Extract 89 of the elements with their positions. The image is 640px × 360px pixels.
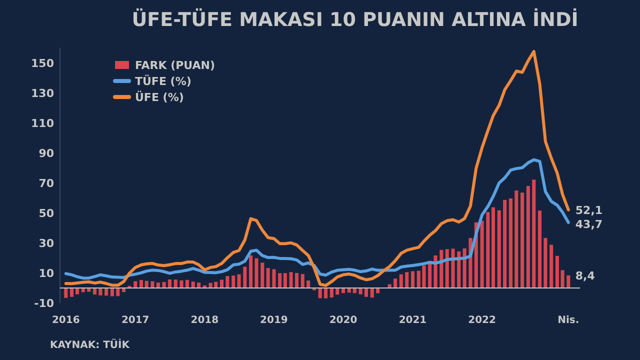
bar	[289, 272, 293, 288]
bar	[555, 256, 559, 288]
bar	[480, 220, 484, 288]
bar	[526, 186, 530, 288]
bar	[508, 198, 512, 288]
bar	[364, 288, 368, 297]
bar	[358, 288, 362, 294]
chart-title: ÜFE-TÜFE MAKASI 10 PUANIN ALTINA İNDİ	[132, 8, 578, 31]
bar	[272, 269, 276, 288]
bar	[174, 280, 178, 288]
annotation: 8,4	[575, 269, 596, 282]
bar	[370, 288, 374, 298]
bar	[503, 200, 507, 288]
bar	[266, 268, 270, 288]
bar	[156, 282, 160, 288]
y-tick-label: 150	[31, 57, 54, 70]
annotation: 52,1	[575, 204, 603, 217]
y-tick-label: 10	[38, 267, 54, 280]
bar	[249, 255, 253, 288]
bar	[399, 274, 403, 288]
bar	[532, 180, 536, 288]
bar	[538, 210, 542, 288]
bar	[260, 262, 264, 288]
line-series	[64, 50, 570, 287]
bar	[566, 275, 570, 288]
bar	[405, 272, 409, 288]
x-tick-label: 2018	[190, 315, 219, 326]
annotation: 43,7	[575, 218, 603, 231]
bar	[544, 238, 548, 288]
x-tick-label: 2020	[329, 315, 358, 326]
bar	[451, 248, 455, 288]
x-tick-label: 2022	[468, 315, 496, 326]
bar	[376, 288, 380, 294]
bar	[185, 280, 189, 288]
bar	[300, 274, 304, 288]
x-tick-label: 2016	[52, 315, 80, 326]
line-series	[64, 158, 570, 280]
x-tick-label: 2019	[260, 315, 288, 326]
legend-label: ÜFE (%)	[135, 90, 184, 104]
bar	[550, 244, 554, 288]
bar	[197, 282, 201, 288]
x-tick-label: 2017	[121, 315, 150, 326]
y-tick-label: 110	[31, 117, 54, 130]
y-tick-label: 50	[38, 207, 54, 220]
y-tick-label: 70	[38, 177, 54, 190]
bar	[76, 288, 80, 294]
legend-label: TÜFE (%)	[135, 74, 192, 88]
bar	[191, 282, 195, 288]
x-tick-label: 2021	[398, 315, 427, 326]
bar	[486, 212, 490, 288]
y-tick-label: 30	[38, 237, 54, 250]
bar	[278, 273, 282, 288]
legend-label: FARK (PUAN)	[135, 59, 216, 72]
bar	[98, 288, 102, 296]
y-tick-label: 90	[38, 147, 54, 160]
bar	[70, 288, 74, 297]
bar	[394, 278, 398, 288]
bar	[220, 280, 224, 288]
bar	[318, 288, 322, 298]
bar	[237, 274, 241, 288]
bar	[139, 280, 144, 288]
bar	[226, 276, 230, 288]
bar	[306, 280, 310, 288]
bar	[104, 288, 108, 296]
bar	[294, 273, 299, 288]
bar	[162, 282, 166, 288]
y-tick-label: 130	[31, 87, 54, 100]
bar	[243, 266, 247, 288]
bar	[520, 192, 524, 288]
bar	[168, 279, 172, 288]
bar	[410, 271, 415, 288]
bar	[232, 276, 236, 288]
bar	[497, 210, 501, 288]
bar	[491, 207, 496, 288]
bar	[92, 288, 97, 294]
text: KAYNAK: TÜİK	[50, 338, 131, 351]
bar	[560, 270, 564, 288]
bar	[110, 288, 114, 296]
bar	[64, 288, 68, 298]
bar	[336, 288, 340, 295]
bar	[283, 273, 287, 288]
x-tick-label: Nis.	[558, 315, 580, 326]
bar	[330, 288, 334, 298]
bar	[514, 190, 518, 288]
bar	[116, 288, 120, 296]
bar	[324, 288, 328, 298]
bar	[180, 280, 184, 288]
y-tick-label: -10	[34, 297, 54, 310]
bar	[254, 258, 258, 288]
